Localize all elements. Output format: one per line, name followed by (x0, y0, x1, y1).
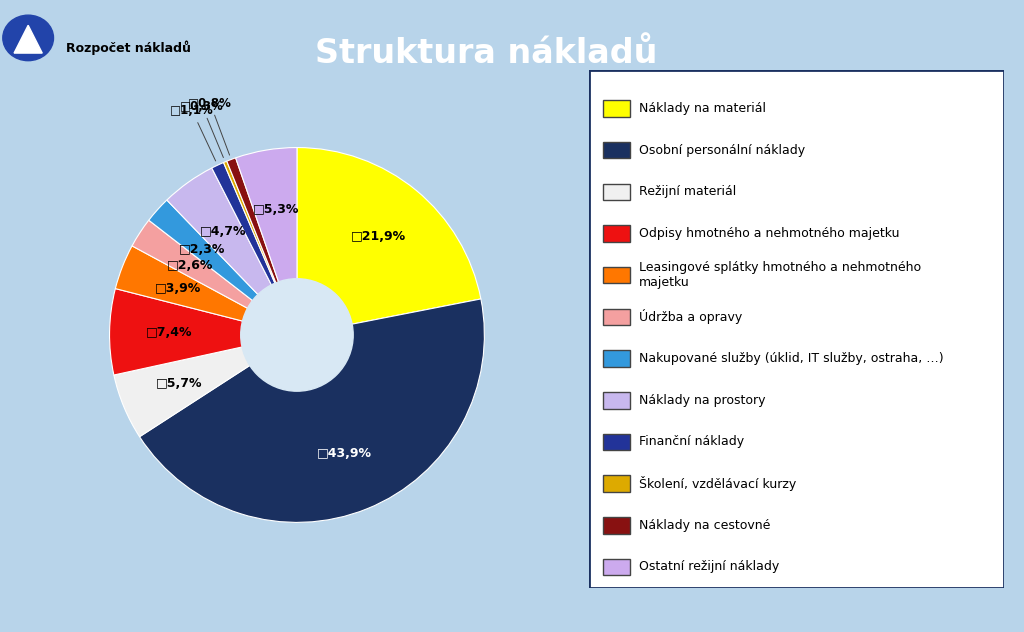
Wedge shape (114, 335, 297, 437)
FancyBboxPatch shape (589, 70, 1004, 588)
FancyBboxPatch shape (603, 267, 630, 284)
FancyBboxPatch shape (603, 225, 630, 242)
Text: □1,1%: □1,1% (170, 104, 216, 161)
Text: Odpisy hmotného a nehmotného majetku: Odpisy hmotného a nehmotného majetku (639, 227, 899, 240)
Wedge shape (223, 161, 297, 335)
Text: Osobní personální náklady: Osobní personální náklady (639, 143, 805, 157)
Circle shape (3, 15, 53, 61)
FancyBboxPatch shape (603, 142, 630, 159)
Text: Ostatní režijní náklady: Ostatní režijní náklady (639, 561, 779, 573)
Text: □2,6%: □2,6% (167, 259, 213, 272)
Wedge shape (297, 147, 481, 335)
FancyBboxPatch shape (603, 100, 630, 117)
FancyBboxPatch shape (603, 350, 630, 367)
Text: Náklady na cestovné: Náklady na cestovné (639, 519, 770, 532)
Text: Finanční náklady: Finanční náklady (639, 435, 743, 448)
Text: □0,8%: □0,8% (188, 97, 232, 155)
Text: Nakupované služby (úklid, IT služby, ostraha, …): Nakupované služby (úklid, IT služby, ost… (639, 352, 943, 365)
Wedge shape (132, 220, 297, 335)
Text: Náklady na materiál: Náklady na materiál (639, 102, 766, 115)
FancyBboxPatch shape (603, 308, 630, 325)
Wedge shape (148, 200, 297, 335)
Text: □2,3%: □2,3% (179, 243, 225, 257)
Wedge shape (226, 158, 297, 335)
Wedge shape (110, 289, 297, 375)
Wedge shape (212, 162, 297, 335)
Text: Struktura nákladů: Struktura nákladů (315, 37, 657, 70)
Wedge shape (167, 168, 297, 335)
Wedge shape (116, 246, 297, 335)
Text: □21,9%: □21,9% (350, 230, 406, 243)
Text: Rozpočet nákladů: Rozpočet nákladů (66, 40, 190, 55)
Text: □5,3%: □5,3% (253, 203, 299, 216)
Polygon shape (14, 25, 42, 53)
Text: Leasingové splátky hmotného a nehmotného
majetku: Leasingové splátky hmotného a nehmotného… (639, 261, 921, 289)
Text: Údržba a opravy: Údržba a opravy (639, 310, 741, 324)
FancyBboxPatch shape (603, 183, 630, 200)
Circle shape (241, 279, 353, 391)
FancyBboxPatch shape (603, 392, 630, 408)
Text: Náklady na prostory: Náklady na prostory (639, 394, 765, 407)
Text: □7,4%: □7,4% (146, 326, 193, 339)
Text: Režijní materiál: Režijní materiál (639, 185, 736, 198)
FancyBboxPatch shape (603, 434, 630, 450)
FancyBboxPatch shape (603, 475, 630, 492)
Text: Školení, vzdělávací kurzy: Školení, vzdělávací kurzy (639, 476, 796, 491)
Text: □3,9%: □3,9% (156, 282, 202, 295)
Wedge shape (139, 299, 484, 523)
FancyBboxPatch shape (603, 517, 630, 533)
Text: □5,7%: □5,7% (156, 377, 203, 391)
Text: □4,7%: □4,7% (200, 225, 246, 238)
FancyBboxPatch shape (603, 559, 630, 575)
Text: □43,9%: □43,9% (317, 447, 372, 459)
Text: □0,3%: □0,3% (180, 100, 224, 157)
Wedge shape (236, 147, 297, 335)
